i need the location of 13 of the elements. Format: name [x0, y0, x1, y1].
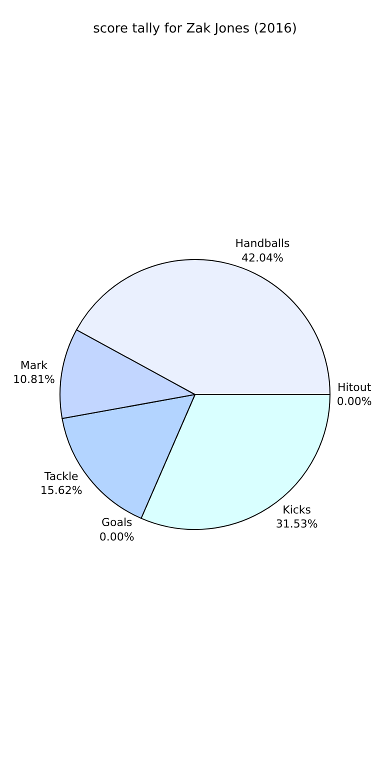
slice-label: Mark	[20, 358, 48, 372]
data-label: 15.62%	[40, 484, 82, 498]
category-label: Hitout	[337, 380, 372, 394]
slice-label: Kicks	[282, 503, 312, 516]
data-label: 10.81%	[12, 373, 55, 386]
data-label: 42.04%	[242, 252, 284, 265]
data-label: 31.53%	[276, 518, 318, 531]
category-label: Goals	[101, 516, 132, 530]
text: 0.00%	[99, 530, 134, 544]
text: 0.00%	[336, 395, 372, 408]
slice-label: Handballs	[235, 237, 290, 250]
chart-title: score tally for Zak Jones (2016)	[93, 22, 297, 36]
slice-label: Tackle	[43, 470, 79, 483]
